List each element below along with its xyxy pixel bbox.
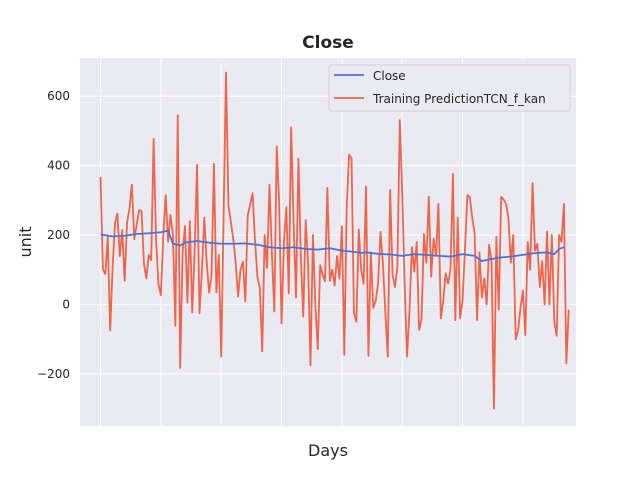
legend-box: [328, 64, 571, 112]
series-line-close: [100, 229, 565, 262]
legend-label-prediction: Training PredictionTCN_f_kan: [372, 92, 546, 106]
legend-label-close: Close: [373, 69, 406, 83]
y-tick-label: 0: [62, 297, 70, 311]
y-tick-label: 200: [47, 228, 70, 242]
y-tick-label: −200: [37, 367, 70, 381]
y-tick-label: 600: [47, 89, 70, 103]
x-axis-label: Days: [308, 441, 348, 460]
chart-title: Close: [302, 33, 354, 53]
series-lines: [99, 71, 570, 410]
y-tick-labels: −200 0 200 400 600: [37, 89, 70, 381]
y-tick-label: 400: [47, 159, 70, 173]
y-axis-label: unit: [16, 227, 35, 258]
series-line-prediction: [99, 71, 570, 410]
legend: Close Training PredictionTCN_f_kan: [328, 64, 571, 112]
